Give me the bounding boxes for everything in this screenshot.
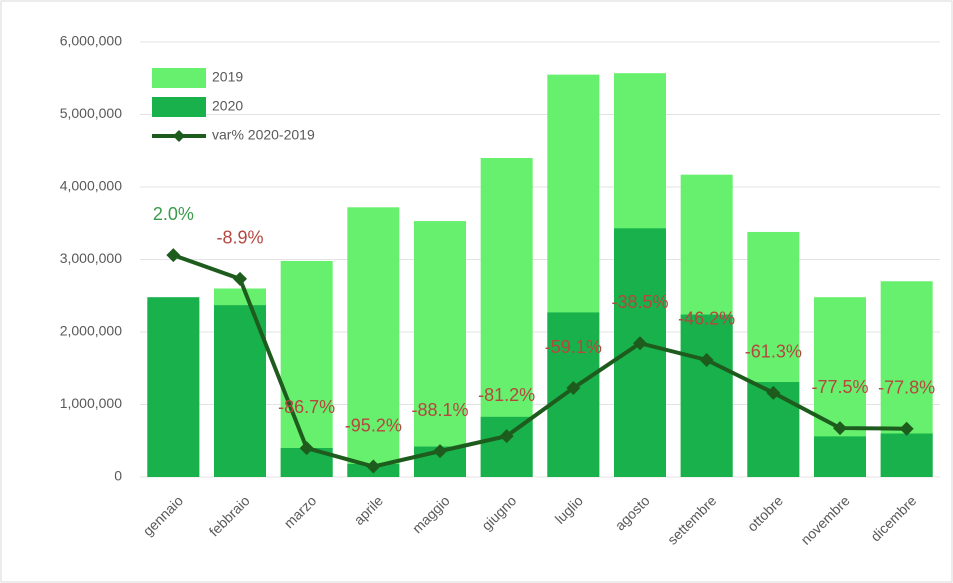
y-tick-label: 1,000,000 — [60, 395, 122, 411]
x-tick-label: febbraio — [206, 492, 253, 539]
legend-label: var% 2020-2019 — [212, 127, 315, 143]
data-label: -77.8% — [878, 377, 935, 397]
data-label: -8.9% — [216, 228, 263, 248]
bar — [214, 305, 266, 477]
line-marker — [899, 421, 914, 436]
line-marker — [566, 381, 581, 396]
data-label: -88.1% — [411, 400, 468, 420]
x-tick-label: novembre — [797, 492, 852, 547]
data-label: -61.3% — [745, 342, 802, 362]
legend-swatch — [152, 97, 206, 117]
bar — [347, 207, 400, 478]
x-tick-label: maggio — [409, 492, 453, 536]
legend: 2019 2020 var% 2020-2019 — [152, 68, 315, 143]
line-marker — [233, 271, 247, 286]
bar — [880, 433, 933, 477]
y-tick-label: 6,000,000 — [60, 33, 122, 49]
x-tick-label: settembre — [664, 492, 719, 547]
y-tick-label: 2,000,000 — [60, 323, 122, 339]
legend-label: 2019 — [212, 69, 243, 85]
bar — [414, 221, 466, 477]
x-tick-label: ottobre — [744, 492, 786, 534]
data-label: -81.2% — [478, 385, 535, 405]
bar — [614, 228, 666, 477]
data-label: -59.1% — [545, 337, 602, 357]
line-marker — [499, 429, 514, 444]
line-marker — [766, 385, 781, 400]
bar — [280, 260, 333, 477]
line-marker — [366, 459, 381, 474]
x-tick-label: dicembre — [867, 492, 919, 544]
x-tick-label: gennaio — [140, 492, 187, 539]
x-tick-label: marzo — [281, 492, 320, 531]
x-tick-label: agosto — [612, 492, 653, 533]
data-label: -95.2% — [345, 415, 402, 435]
line-marker — [633, 336, 647, 351]
line-marker — [833, 421, 847, 436]
x-tick-label: luglio — [552, 492, 587, 527]
y-tick-label: 0 — [114, 468, 122, 484]
legend-label: 2020 — [212, 98, 243, 114]
line-marker — [433, 444, 447, 459]
bar — [480, 416, 533, 477]
data-label: 2.0% — [153, 204, 194, 224]
y-tick-label: 5,000,000 — [60, 105, 122, 121]
legend-marker — [173, 130, 185, 142]
data-label: -77.5% — [811, 377, 868, 397]
data-label: -86.7% — [278, 397, 335, 417]
y-tick-label: 4,000,000 — [60, 178, 122, 194]
line-marker — [699, 352, 714, 367]
legend-swatch — [152, 68, 206, 88]
line-marker — [166, 248, 181, 263]
bar — [147, 297, 200, 477]
y-tick-label: 3,000,000 — [60, 250, 122, 266]
data-label: -46.2% — [678, 309, 735, 329]
data-label: -38.5% — [611, 292, 668, 312]
bar — [814, 436, 866, 477]
bar — [680, 314, 733, 477]
line-marker — [299, 441, 314, 456]
x-tick-label: aprile — [351, 492, 387, 528]
line — [172, 253, 907, 469]
x-tick-label: giugno — [478, 492, 519, 533]
